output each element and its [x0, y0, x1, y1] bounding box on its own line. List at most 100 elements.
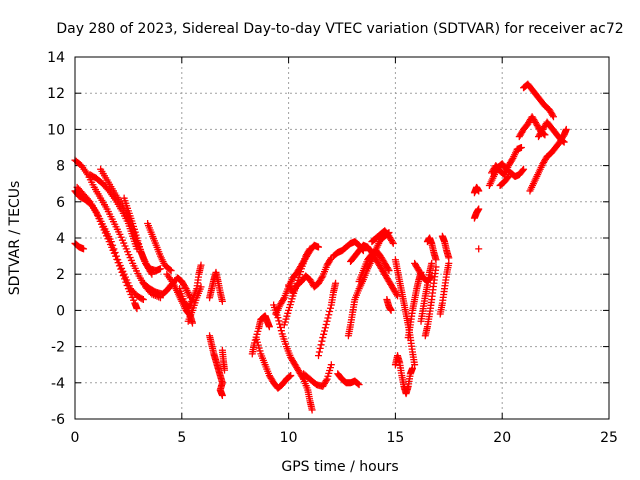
data-point: [315, 243, 323, 251]
data-point: [318, 337, 326, 345]
data-point: [323, 317, 331, 325]
data-point: [80, 245, 88, 253]
data-point: [389, 239, 397, 247]
data-points: [71, 80, 570, 414]
y-tick-label: -2: [51, 340, 65, 356]
y-tick-label: 4: [56, 231, 65, 247]
data-point: [504, 174, 512, 182]
data-point: [188, 319, 196, 327]
data-point: [221, 366, 229, 374]
data-point: [321, 324, 329, 332]
data-point: [432, 256, 440, 264]
data-point: [388, 238, 396, 246]
data-point: [133, 305, 141, 313]
data-point: [156, 265, 164, 273]
x-tick-label: 5: [177, 430, 186, 446]
data-point: [112, 252, 120, 260]
data-point: [520, 165, 528, 173]
grid-lines: [75, 57, 609, 419]
data-point: [287, 372, 295, 380]
data-point: [332, 279, 340, 287]
x-tick-label: 25: [600, 430, 618, 446]
data-point: [316, 344, 324, 352]
y-tick-label: 6: [56, 195, 65, 211]
data-point: [315, 348, 323, 356]
data-point: [320, 327, 328, 335]
data-point: [275, 317, 283, 325]
data-point: [322, 321, 330, 329]
data-point: [325, 311, 333, 319]
data-point: [319, 334, 327, 342]
x-tick-label: 20: [493, 430, 511, 446]
data-point: [110, 245, 118, 253]
data-point: [428, 259, 436, 267]
data-point: [166, 265, 174, 273]
y-tick-label: 0: [56, 303, 65, 319]
data-point: [354, 380, 362, 388]
data-point: [218, 391, 226, 399]
data-point: [139, 296, 147, 304]
data-point: [322, 377, 330, 385]
data-point: [326, 255, 334, 263]
data-point: [519, 166, 527, 174]
y-tick-label: 12: [47, 86, 65, 102]
data-point: [315, 352, 323, 360]
data-point: [218, 297, 226, 305]
data-point: [475, 205, 483, 213]
data-point: [560, 138, 568, 146]
data-point: [305, 246, 313, 254]
data-point: [306, 245, 314, 253]
data-point: [279, 295, 287, 303]
data-point: [326, 304, 334, 312]
data-point: [308, 406, 316, 414]
data-point: [197, 261, 205, 269]
chart-title: Day 280 of 2023, Sidereal Day-to-day VTE…: [56, 21, 623, 37]
data-point: [317, 341, 325, 349]
data-point: [387, 306, 395, 314]
data-point: [265, 323, 273, 331]
x-tick-label: 10: [280, 430, 298, 446]
data-point: [475, 245, 483, 253]
data-point: [411, 361, 419, 369]
data-point: [138, 295, 146, 303]
y-tick-label: 14: [47, 50, 65, 66]
data-point: [384, 265, 392, 273]
data-point: [277, 327, 285, 335]
data-point: [408, 364, 416, 372]
data-point: [276, 320, 284, 328]
y-tick-labels: -6 -4 -2 0 2 4 6 8 10 12 14: [47, 50, 65, 428]
data-point: [385, 267, 393, 275]
data-point: [517, 144, 525, 151]
x-tick-labels: 0 5 10 15 20 25: [71, 430, 618, 446]
plot-frame: [74, 56, 610, 420]
data-point: [394, 292, 402, 300]
data-point: [197, 283, 205, 291]
x-axis-title: GPS time / hours: [281, 459, 398, 475]
y-tick-label: -6: [51, 412, 65, 428]
data-point: [445, 254, 453, 262]
data-point: [505, 172, 513, 180]
data-point: [167, 267, 175, 275]
data-point: [475, 187, 483, 195]
data-point: [324, 314, 332, 322]
data-point: [109, 241, 117, 249]
y-tick-label: 8: [56, 159, 65, 175]
data-point: [276, 323, 284, 331]
y-tick-label: -4: [51, 376, 65, 392]
data-point: [274, 314, 282, 322]
data-point: [111, 248, 119, 256]
data-point: [326, 307, 334, 315]
y-tick-label: 2: [56, 267, 65, 283]
y-axis-title: SDTVAR / TECUs: [7, 181, 23, 296]
x-tick-label: 0: [71, 430, 80, 446]
data-point: [107, 238, 115, 246]
data-point: [562, 125, 570, 133]
data-point: [327, 361, 335, 369]
x-tick-label: 15: [386, 430, 404, 446]
data-point: [286, 372, 294, 380]
data-point: [320, 330, 328, 338]
data-point: [355, 381, 363, 389]
data-point: [549, 111, 557, 119]
data-point: [559, 137, 567, 145]
